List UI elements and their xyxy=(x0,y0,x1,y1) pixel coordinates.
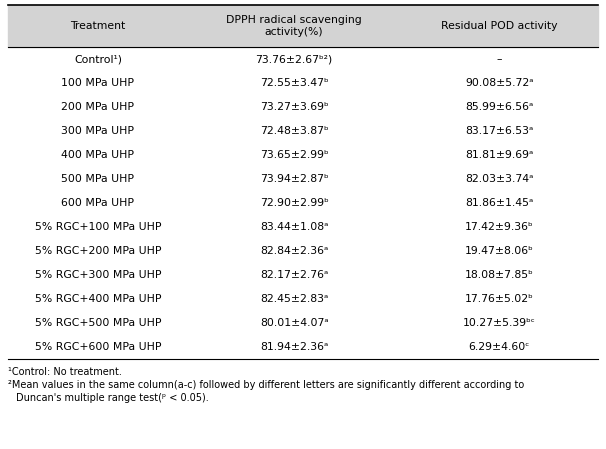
Text: Control¹): Control¹) xyxy=(74,54,122,64)
Text: 5% RGC+400 MPa UHP: 5% RGC+400 MPa UHP xyxy=(35,294,161,304)
Text: 90.08±5.72ᵃ: 90.08±5.72ᵃ xyxy=(465,78,533,88)
Text: 100 MPa UHP: 100 MPa UHP xyxy=(61,78,135,88)
Text: 83.17±6.53ᵃ: 83.17±6.53ᵃ xyxy=(465,126,533,136)
Text: ²Mean values in the same column(a-c) followed by different letters are significa: ²Mean values in the same column(a-c) fol… xyxy=(8,380,524,390)
Text: 5% RGC+600 MPa UHP: 5% RGC+600 MPa UHP xyxy=(35,342,161,352)
Text: ¹Control: No treatment.: ¹Control: No treatment. xyxy=(8,367,122,377)
Text: 81.81±9.69ᵃ: 81.81±9.69ᵃ xyxy=(465,150,533,160)
Text: 72.90±2.99ᵇ: 72.90±2.99ᵇ xyxy=(260,198,328,208)
Text: 81.86±1.45ᵃ: 81.86±1.45ᵃ xyxy=(465,198,533,208)
Text: –: – xyxy=(496,54,502,64)
Text: 18.08±7.85ᵇ: 18.08±7.85ᵇ xyxy=(465,270,533,280)
Text: 80.01±4.07ᵃ: 80.01±4.07ᵃ xyxy=(260,318,328,328)
Text: 19.47±8.06ᵇ: 19.47±8.06ᵇ xyxy=(465,246,533,256)
Text: 85.99±6.56ᵃ: 85.99±6.56ᵃ xyxy=(465,102,533,112)
Text: 600 MPa UHP: 600 MPa UHP xyxy=(61,198,135,208)
Text: 6.29±4.60ᶜ: 6.29±4.60ᶜ xyxy=(468,342,530,352)
Text: 73.27±3.69ᵇ: 73.27±3.69ᵇ xyxy=(260,102,328,112)
Text: 17.42±9.36ᵇ: 17.42±9.36ᵇ xyxy=(465,222,533,232)
Text: 200 MPa UHP: 200 MPa UHP xyxy=(61,102,135,112)
Text: 82.03±3.74ᵃ: 82.03±3.74ᵃ xyxy=(465,174,533,184)
Text: 5% RGC+200 MPa UHP: 5% RGC+200 MPa UHP xyxy=(35,246,161,256)
Text: 17.76±5.02ᵇ: 17.76±5.02ᵇ xyxy=(465,294,533,304)
Bar xyxy=(8,5,598,47)
Text: 73.76±2.67ᵇ²): 73.76±2.67ᵇ²) xyxy=(256,54,333,64)
Text: 5% RGC+100 MPa UHP: 5% RGC+100 MPa UHP xyxy=(35,222,161,232)
Text: 82.45±2.83ᵃ: 82.45±2.83ᵃ xyxy=(260,294,328,304)
Text: 83.44±1.08ᵃ: 83.44±1.08ᵃ xyxy=(260,222,328,232)
Text: 500 MPa UHP: 500 MPa UHP xyxy=(61,174,135,184)
Text: 73.65±2.99ᵇ: 73.65±2.99ᵇ xyxy=(260,150,328,160)
Text: 10.27±5.39ᵇᶜ: 10.27±5.39ᵇᶜ xyxy=(463,318,536,328)
Text: 72.48±3.87ᵇ: 72.48±3.87ᵇ xyxy=(260,126,328,136)
Text: DPPH radical scavenging
activity(%): DPPH radical scavenging activity(%) xyxy=(226,15,362,37)
Text: 5% RGC+300 MPa UHP: 5% RGC+300 MPa UHP xyxy=(35,270,161,280)
Text: 5% RGC+500 MPa UHP: 5% RGC+500 MPa UHP xyxy=(35,318,161,328)
Text: 73.94±2.87ᵇ: 73.94±2.87ᵇ xyxy=(260,174,328,184)
Text: 72.55±3.47ᵇ: 72.55±3.47ᵇ xyxy=(260,78,328,88)
Text: Treatment: Treatment xyxy=(70,21,125,31)
Text: Residual POD activity: Residual POD activity xyxy=(441,21,558,31)
Text: 300 MPa UHP: 300 MPa UHP xyxy=(61,126,135,136)
Text: 82.17±2.76ᵃ: 82.17±2.76ᵃ xyxy=(260,270,328,280)
Text: 400 MPa UHP: 400 MPa UHP xyxy=(61,150,135,160)
Text: Duncan's multiple range test(ᵖ < 0.05).: Duncan's multiple range test(ᵖ < 0.05). xyxy=(16,393,208,403)
Text: 82.84±2.36ᵃ: 82.84±2.36ᵃ xyxy=(260,246,328,256)
Text: 81.94±2.36ᵃ: 81.94±2.36ᵃ xyxy=(260,342,328,352)
